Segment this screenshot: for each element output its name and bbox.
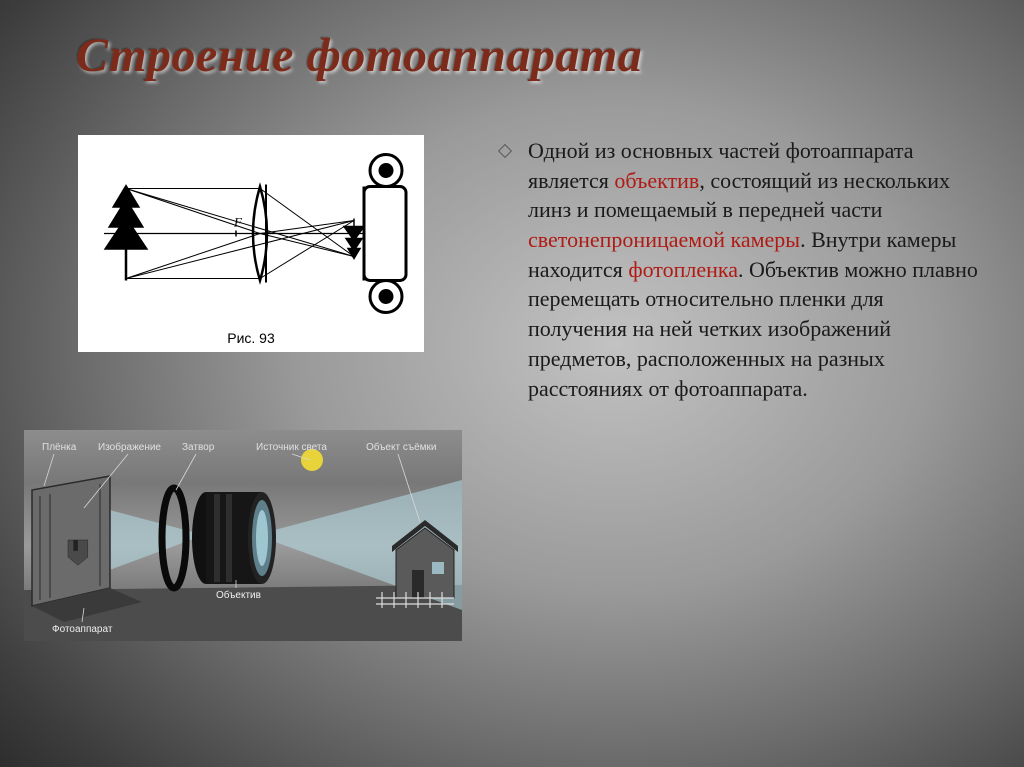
label-image: Изображение bbox=[98, 442, 161, 453]
figure-top-caption: Рис. 93 bbox=[78, 330, 424, 346]
camera-illustration-svg bbox=[24, 430, 462, 641]
label-light-source: Источник света bbox=[256, 442, 327, 453]
optical-schematic-svg: F bbox=[86, 143, 416, 324]
figure-bottom-camera-illustration: Плёнка Изображение Затвор Объектив Источ… bbox=[24, 430, 462, 641]
paragraph-text: Одной из основных частей фотоаппарата яв… bbox=[528, 136, 980, 403]
label-subject: Объект съёмки bbox=[366, 442, 436, 453]
label-shutter: Затвор bbox=[182, 442, 214, 453]
bullet-icon bbox=[498, 144, 512, 158]
label-film: Плёнка bbox=[42, 442, 76, 453]
figure-top-optical-schematic: F Рис. 93 bbox=[78, 135, 424, 352]
label-lens: Объектив bbox=[216, 590, 261, 601]
label-camera: Фотоаппарат bbox=[52, 624, 112, 635]
slide-title: Строение фотоаппарата bbox=[76, 28, 642, 83]
body-paragraph: Одной из основных частей фотоаппарата яв… bbox=[500, 136, 980, 403]
focal-point-label: F bbox=[233, 215, 243, 230]
